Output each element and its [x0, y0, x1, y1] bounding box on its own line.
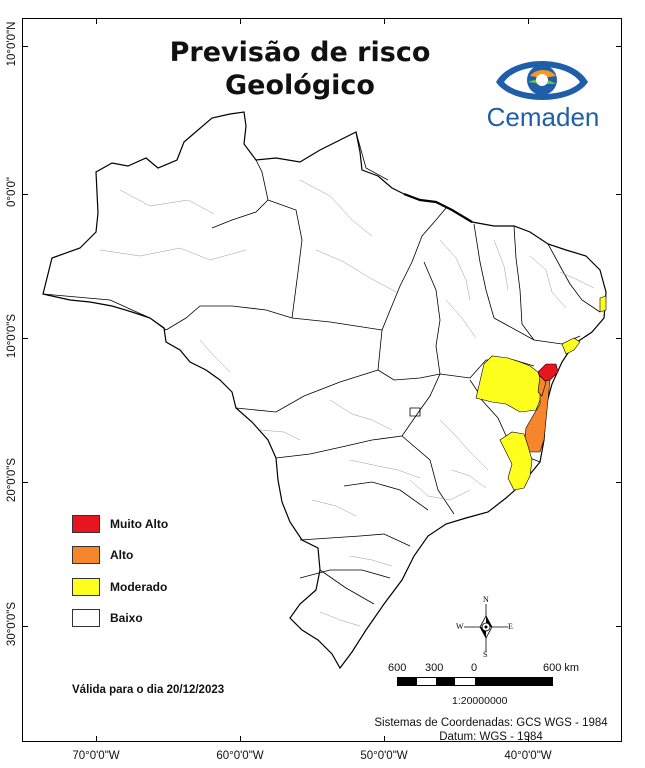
tick-lat-10n-left [22, 46, 28, 47]
lon-label-40w: 40°0'0"W [504, 750, 552, 762]
compass-s: S [483, 650, 488, 659]
tick-lat-20s-left [22, 482, 28, 483]
scale-ratio: 1:20000000 [452, 695, 508, 707]
risk-area-moderado-pe [599, 295, 607, 313]
legend-swatch-baixo [72, 609, 100, 628]
legend-swatch-muito-alto [72, 514, 100, 533]
legend-item-muito-alto: Muito Alto [72, 508, 168, 540]
map-title-line2: Geológico [225, 70, 375, 101]
tick-lon-70-bottom [96, 736, 97, 742]
legend-item-alto: Alto [72, 540, 168, 572]
legend: Muito Alto Alto Moderado Baixo [72, 508, 168, 634]
tick-lat-10n-right [616, 46, 622, 47]
tick-lon-50-bottom [384, 736, 385, 742]
legend-label-alto: Alto [110, 548, 134, 563]
lon-label-60w: 60°0'0"W [216, 750, 264, 762]
tick-lon-60-bottom [240, 736, 241, 742]
tick-lon-60-top [240, 18, 241, 24]
tick-lat-10s-right [616, 338, 622, 339]
scale-bar [397, 677, 553, 686]
tick-lon-70-top [96, 18, 97, 24]
compass-e: E [508, 622, 513, 631]
lat-label-0: 0°0'0" [6, 176, 18, 208]
map-title-line1: Previsão de risco [169, 37, 431, 68]
tick-lat-10s-left [22, 338, 28, 339]
compass-graphic [464, 604, 508, 652]
legend-label-moderado: Moderado [110, 579, 168, 594]
compass-n: N [483, 595, 489, 604]
compass-w: W [456, 622, 464, 631]
legend-swatch-alto [72, 546, 100, 565]
scale-label-600-left: 600 [388, 662, 407, 674]
lon-label-70w: 70°0'0"W [72, 750, 120, 762]
lon-label-50w: 50°0'0"W [360, 750, 408, 762]
coordinate-system-line2: Datum: WGS - 1984 [439, 731, 543, 743]
legend-swatch-moderado [72, 577, 100, 596]
lat-label-20s: 20°0'0"S [6, 457, 18, 503]
tick-lon-40-top [528, 18, 529, 24]
coordinate-system-line1: Sistemas de Coordenadas: GCS WGS - 1984 [374, 717, 608, 729]
legend-label-baixo: Baixo [110, 611, 143, 626]
risk-area-alto-1 [523, 379, 551, 453]
tick-lon-50-top [384, 18, 385, 24]
tick-lon-40-bottom [528, 736, 529, 742]
scale-label-600-km: 600 km [543, 662, 580, 674]
lat-label-30s: 30°0'0"S [6, 601, 18, 647]
risk-area-moderado-es [499, 431, 533, 491]
tick-lat-30s-right [616, 626, 622, 627]
scale-label-300: 300 [425, 662, 444, 674]
legend-label-muito-alto: Muito Alto [110, 516, 169, 531]
legend-item-moderado: Moderado [72, 571, 168, 603]
validity-date: Válida para o dia 20/12/2023 [72, 684, 225, 696]
scale-label-0: 0 [471, 662, 478, 674]
risk-area-moderado-al [561, 337, 581, 355]
coordinate-system: Sistemas de Coordenadas: GCS WGS - 1984 … [360, 716, 622, 744]
cemaden-logo-text: Cemaden [486, 102, 600, 132]
lat-label-10s: 10°0'0"S [6, 313, 18, 359]
lat-label-10n: 10°0'0"N [6, 21, 18, 67]
legend-item-baixo: Baixo [72, 603, 168, 635]
tick-lat-20s-right [616, 482, 622, 483]
tick-lat-30s-left [22, 626, 28, 627]
map-title: Previsão de risco Geológico [150, 36, 450, 102]
tick-lat-0-right [616, 194, 622, 195]
compass-rose-icon: N S E W [456, 595, 514, 659]
cemaden-logo-icon [496, 61, 588, 100]
risk-area-alto-2 [537, 375, 547, 397]
tick-lat-0-left [22, 194, 28, 195]
